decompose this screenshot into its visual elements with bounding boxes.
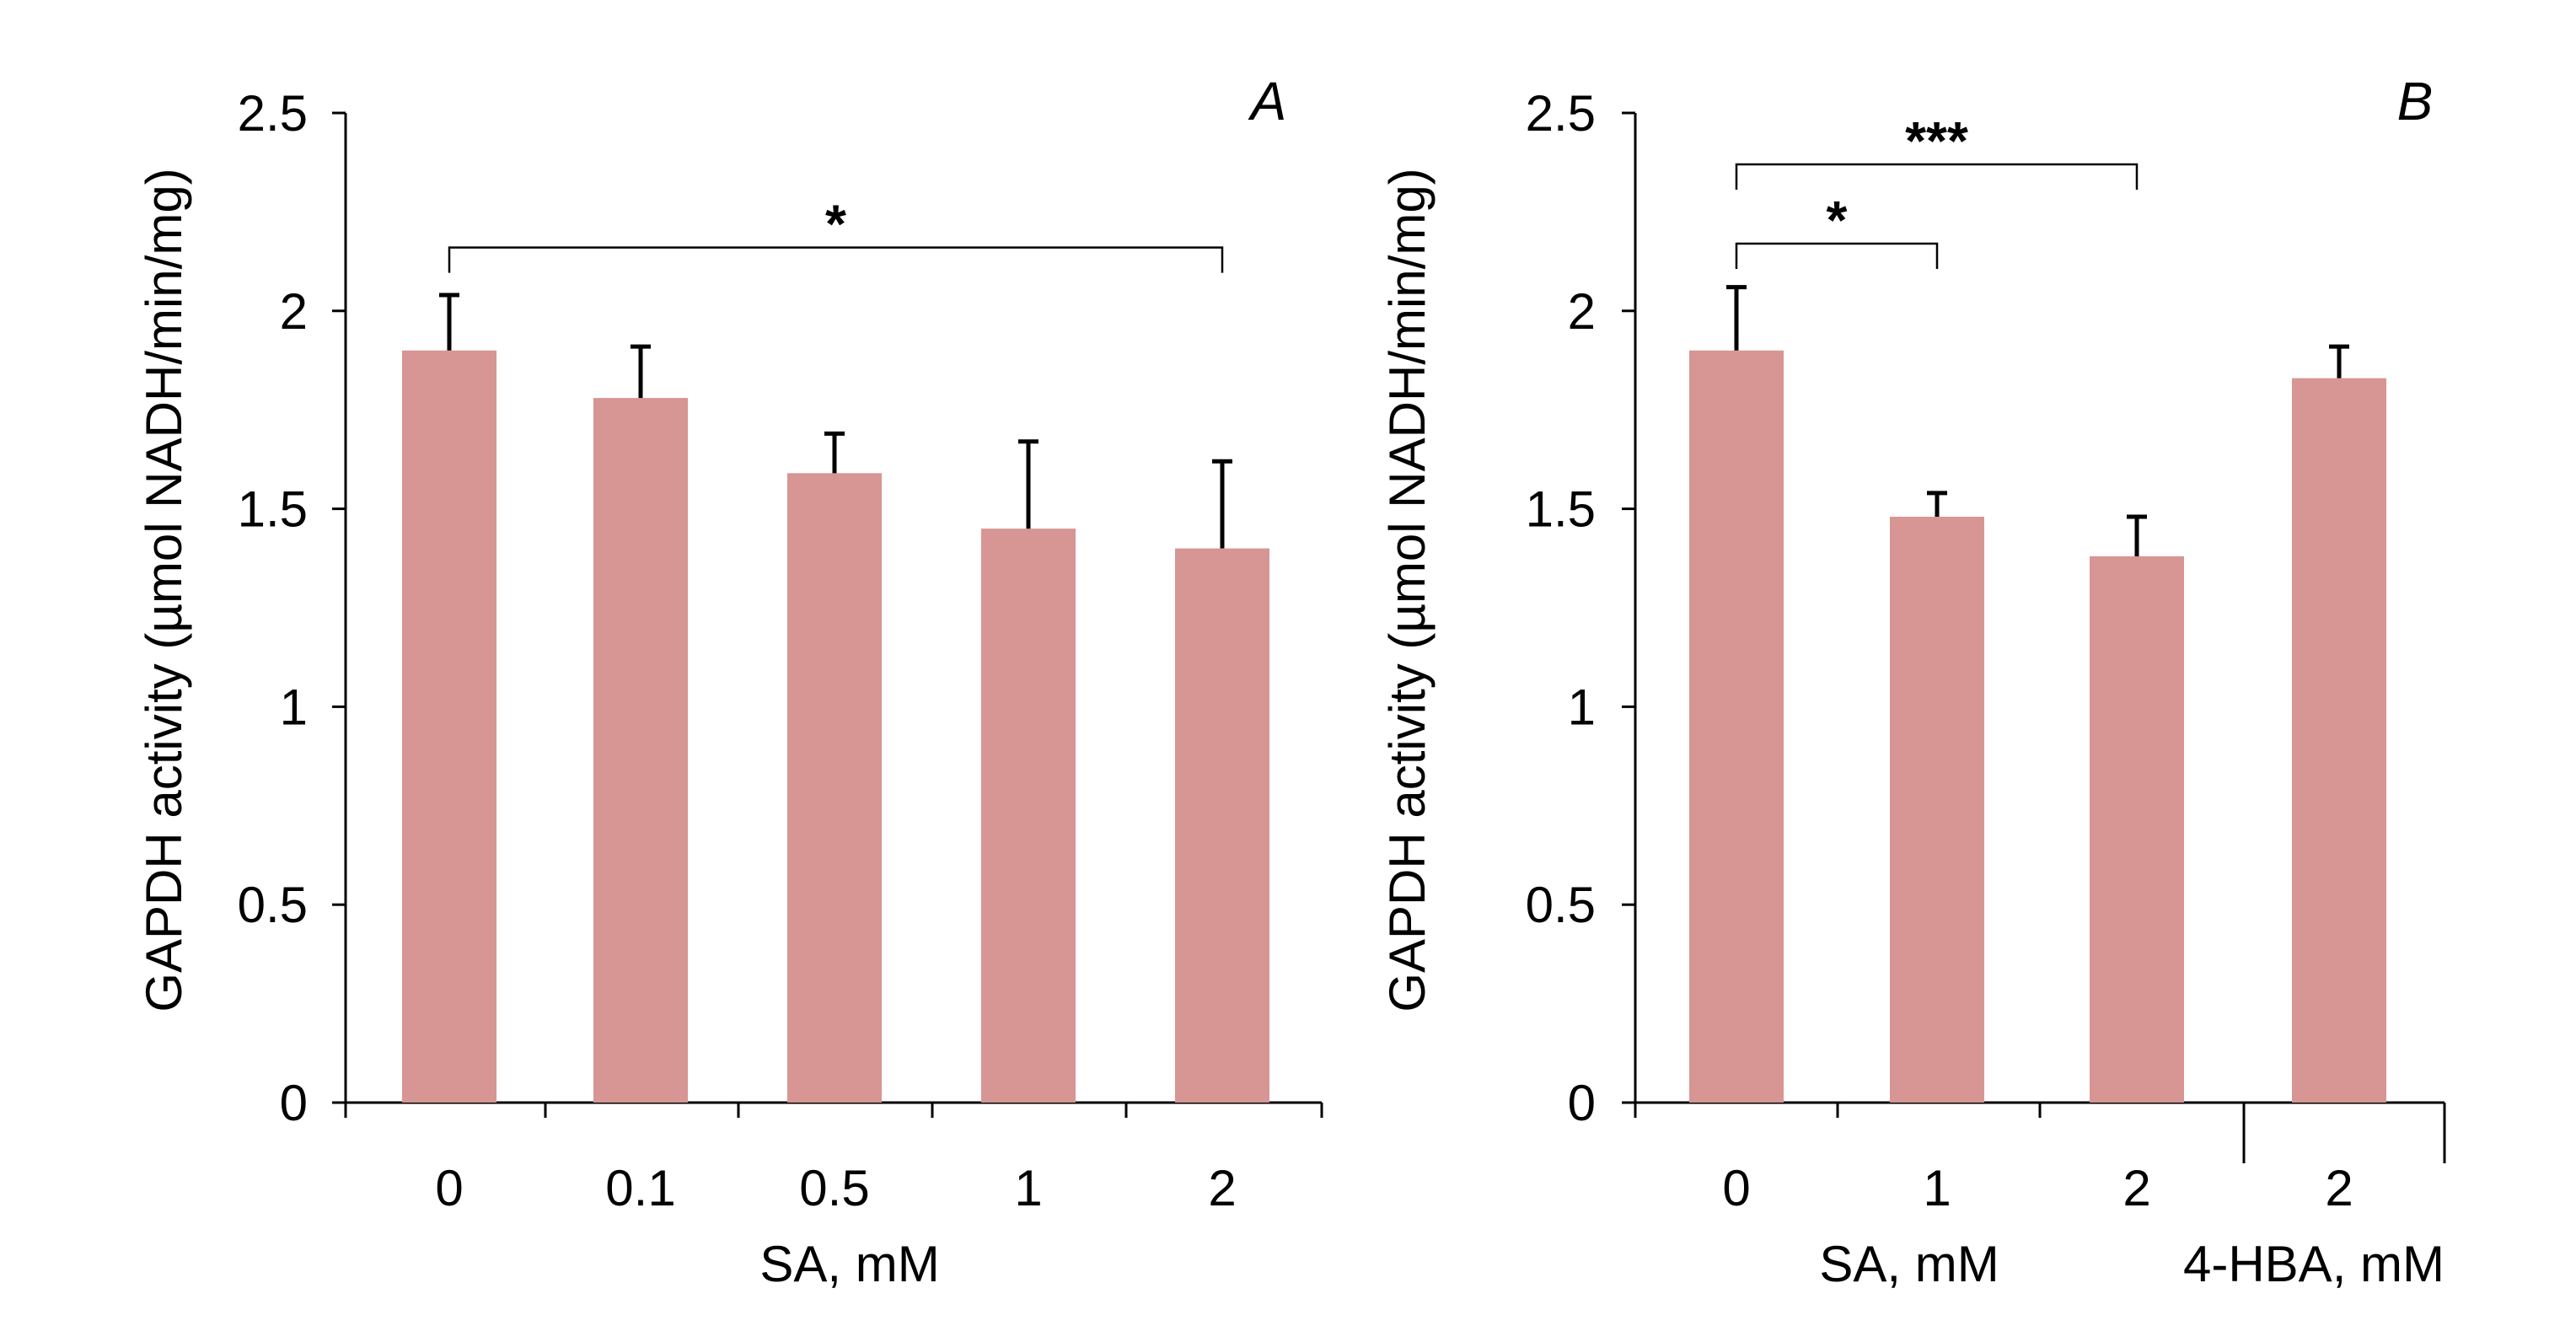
panel-a-bar xyxy=(593,398,688,1103)
panel-b-bar xyxy=(2090,556,2184,1103)
panel-b-bar xyxy=(1890,516,1984,1103)
panel-b-category-label: 2 xyxy=(2123,1160,2150,1216)
panel-a-y-tick-label: 0 xyxy=(280,1075,308,1131)
panel-b-label: B xyxy=(2397,71,2434,132)
panel-a-y-tick-label: 2.5 xyxy=(238,85,308,142)
chart-panel-a: A GAPDH activity (µmol NADH/min/mg) SA, … xyxy=(136,71,1323,1292)
panel-a-bar xyxy=(787,473,882,1103)
panel-b-significance-label: *** xyxy=(1905,110,1968,171)
panel-a-y-tick-label: 1.5 xyxy=(238,481,308,538)
panel-b-significance-label: * xyxy=(1827,190,1848,250)
panel-a-category-label: 0.5 xyxy=(799,1160,869,1216)
panel-b-y-tick-label: 1.5 xyxy=(1526,481,1596,538)
panel-b-x-group-title-sa: SA, mM xyxy=(1819,1236,1999,1292)
panel-a-bar xyxy=(402,350,496,1103)
panel-b-y-tick-label: 0.5 xyxy=(1526,877,1596,933)
panel-b-y-tick-label: 1 xyxy=(1568,679,1596,735)
panel-b-bar xyxy=(1689,350,1784,1103)
panel-a-bar xyxy=(981,529,1076,1103)
panel-a-x-axis-title: SA, mM xyxy=(759,1236,939,1292)
panel-a-label: A xyxy=(1248,71,1287,132)
panel-a-bar xyxy=(1175,548,1269,1103)
panel-b-category-label: 1 xyxy=(1923,1160,1951,1216)
panel-b-y-axis-title: GAPDH activity (µmol NADH/min/mg) xyxy=(1379,168,1436,1012)
panel-b-significance-bracket xyxy=(1735,163,2139,191)
panel-b-y-tick-label: 2 xyxy=(1568,283,1596,340)
panel-a-y-tick-label: 0.5 xyxy=(238,877,308,933)
panel-b-y-tick-label: 0 xyxy=(1568,1075,1596,1131)
panel-a-y-tick-label: 1 xyxy=(280,679,308,735)
panel-b-y-tick-label: 2.5 xyxy=(1526,85,1596,142)
panel-b-significance-bracket xyxy=(1735,242,1939,269)
chart-panel-b: B GAPDH activity (µmol NADH/min/mg) SA, … xyxy=(1379,71,2446,1292)
panel-a-category-label: 1 xyxy=(1014,1160,1042,1216)
panel-b-category-label: 0 xyxy=(1722,1160,1750,1216)
panel-a-significance-bracket xyxy=(448,246,1224,273)
panel-a-category-label: 0.1 xyxy=(605,1160,675,1216)
panel-b-bar xyxy=(2292,378,2386,1103)
panel-a-y-axis-title: GAPDH activity (µmol NADH/min/mg) xyxy=(136,168,192,1012)
panel-a-y-tick-label: 2 xyxy=(280,283,308,340)
panel-b-category-label: 2 xyxy=(2325,1160,2353,1216)
panel-a-category-label: 0 xyxy=(435,1160,463,1216)
panel-a-significance-label: * xyxy=(825,194,846,255)
panel-b-x-group-title-hba: 4-HBA, mM xyxy=(2183,1236,2445,1292)
panel-a-category-label: 2 xyxy=(1208,1160,1236,1216)
